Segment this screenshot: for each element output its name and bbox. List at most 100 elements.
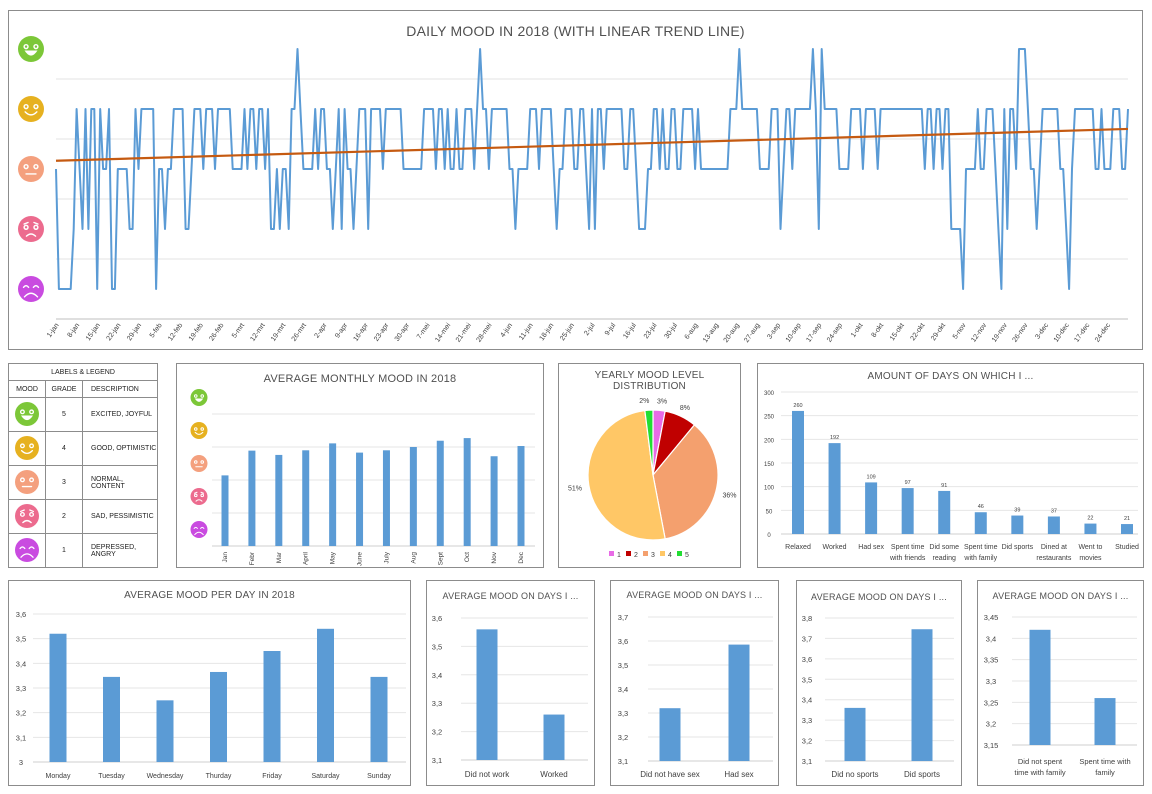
y-tick-label: 3,3	[16, 684, 26, 693]
family-mood-chart: AVERAGE MOOD ON DAYS I ... 3,15 3,2 3,25 3,…	[977, 580, 1144, 786]
x-tick-label: 30-jul	[664, 322, 680, 340]
data-label: 22	[1087, 516, 1093, 522]
y-tick-label: 3,35	[984, 656, 999, 665]
y-tick-label: 3,6	[802, 655, 812, 664]
x-tick-label: 16-jul	[622, 322, 638, 340]
sex-mood-chart: AVERAGE MOOD ON DAYS I ... 3,1 3,2 3,3 3,4 3…	[610, 580, 779, 786]
y-tick-label: 3,2	[986, 720, 996, 729]
x-tick-label: 17-dec	[1073, 322, 1091, 344]
description: NORMAL, CONTENT	[82, 465, 158, 500]
y-tick-label: 100	[764, 486, 775, 492]
chart-title: AVERAGE MONTHLY MOOD IN 2018	[263, 373, 457, 385]
x-tick-label: 6-aug	[684, 322, 700, 341]
x-category-label: Sept	[437, 552, 444, 566]
work-mood-chart: AVERAGE MOOD ON DAYS I ... 3,1 3,2 3,3 3,4 3…	[426, 580, 595, 786]
legend-label: 5	[685, 552, 689, 559]
x-category-label: Worked	[823, 544, 847, 551]
y-tick-label: 3,6	[432, 614, 442, 623]
happy-face-icon	[15, 435, 39, 460]
bar	[1094, 698, 1116, 745]
pie-data-label: 51%	[568, 485, 582, 492]
legend-row: 1 DEPRESSED, ANGRY	[8, 533, 158, 568]
description: DEPRESSED, ANGRY	[82, 533, 158, 568]
legend-title: LABELS & LEGEND	[8, 363, 158, 381]
x-tick-label: 16-apr	[353, 322, 371, 343]
bar	[974, 512, 987, 534]
y-tick-label: 3,4	[986, 634, 996, 643]
monthly-mood-chart: AVERAGE MONTHLY MOOD IN 2018 Jan Febr Mar A…	[176, 363, 544, 568]
bar	[317, 628, 334, 762]
y-tick-label: 3,5	[618, 661, 628, 670]
y-tick-label: 3,6	[618, 637, 628, 646]
x-tick-label: 29-okt	[930, 322, 947, 342]
legend-swatch	[643, 551, 648, 556]
excited-face-icon	[15, 401, 39, 426]
x-tick-label: 5-nov	[952, 322, 968, 341]
daily-mood-plot: 1-jan 8-jan 15-jan 22-jan 29-jan 5-feb 12-feb 1…	[18, 36, 1129, 344]
x-tick-label: 5-mrt	[231, 322, 246, 339]
y-tick-label: 3,5	[432, 642, 442, 651]
x-category-label: Mar	[276, 551, 283, 563]
x-tick-label: 26-nov	[1012, 322, 1030, 344]
y-tick-label: 3	[19, 758, 23, 767]
sad-face-icon	[15, 503, 39, 528]
x-category-label: Wednesday	[147, 773, 184, 780]
neutral-face-icon	[18, 156, 44, 182]
x-tick-label: 5-feb	[149, 322, 164, 339]
legend-row: 2 SAD, PESSIMISTIC	[8, 499, 158, 534]
x-tick-label: 18-jun	[539, 322, 556, 342]
x-category-label: Oct	[464, 552, 471, 562]
excited-face-icon	[15, 401, 39, 426]
y-tick-label: 3,1	[432, 756, 442, 765]
data-label: 46	[978, 504, 984, 510]
excited-face-icon	[190, 389, 208, 406]
legend-row: 3 NORMAL, CONTENT	[8, 465, 158, 500]
x-tick-label: 19-feb	[188, 322, 205, 342]
x-category-label: Spent time with friends	[889, 544, 926, 562]
y-tick-label: 3,5	[802, 675, 812, 684]
description: EXCITED, JOYFUL	[82, 397, 158, 432]
y-tick-label: 3,3	[802, 716, 812, 725]
bar	[1121, 524, 1133, 534]
x-tick-label: 12-nov	[970, 322, 988, 344]
x-category-label: Friday	[262, 773, 282, 780]
x-category-label: Spent time with family	[963, 544, 997, 562]
legend-row: 4 GOOD, OPTIMISTIC	[8, 431, 158, 466]
bar	[248, 450, 256, 546]
chart-title: DAILY MOOD IN 2018 (WITH LINEAR TREND LI…	[406, 23, 745, 39]
y-tick-label: 3,3	[432, 699, 442, 708]
bar	[263, 651, 281, 762]
pie-plot: 3% 8% 36% 51% 2% 1 2 3 4 5	[568, 398, 737, 559]
chart-title: AVERAGE MOOD ON DAYS I ...	[992, 591, 1129, 601]
x-tick-label: 13-aug	[702, 322, 720, 344]
depressed-face-icon	[15, 537, 39, 562]
excited-face-icon	[18, 36, 44, 62]
x-tick-label: 12-feb	[167, 322, 184, 342]
x-category-label: Studied	[1115, 544, 1139, 551]
bar	[463, 438, 471, 546]
x-tick-label: 2-jul	[583, 322, 597, 337]
bar	[792, 410, 804, 534]
x-tick-label: 17-sep	[805, 322, 823, 344]
y-tick-label: 3,4	[618, 685, 628, 694]
x-category-label: Did some reading	[929, 544, 959, 562]
x-category-label: Dec	[518, 551, 525, 563]
bar	[382, 450, 390, 546]
chart-title: AMOUNT OF DAYS ON WHICH I ...	[867, 371, 1034, 382]
x-category-label: Did not have sex	[640, 770, 700, 779]
x-tick-label: 10-sep	[785, 322, 803, 344]
x-category-label: Did not spent time with family	[1014, 757, 1066, 777]
bar	[828, 443, 841, 534]
x-category-label: Monday	[46, 773, 71, 780]
y-tick-label: 0	[767, 533, 771, 539]
x-tick-label: 29-jan	[126, 322, 143, 342]
bar	[938, 490, 951, 534]
pie-slice-4	[587, 409, 666, 541]
x-category-label: Had sex	[724, 770, 753, 779]
y-tick-label: 3,2	[618, 733, 628, 742]
bar	[844, 707, 866, 761]
x-category-label: Jan	[222, 552, 229, 563]
bar	[370, 676, 388, 762]
neutral-face-icon	[15, 469, 39, 494]
x-tick-label: 21-mei	[455, 322, 473, 344]
